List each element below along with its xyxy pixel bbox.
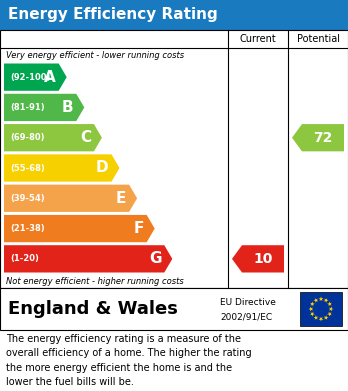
Polygon shape [310,301,315,306]
Polygon shape [292,124,344,151]
Text: C: C [80,130,91,145]
Polygon shape [4,185,137,212]
Text: (39-54): (39-54) [10,194,45,203]
Polygon shape [327,301,332,306]
Text: (81-91): (81-91) [10,103,45,112]
Text: B: B [62,100,73,115]
Polygon shape [4,124,102,151]
Polygon shape [324,298,329,303]
Text: (1-20): (1-20) [10,255,39,264]
Text: F: F [133,221,144,236]
Bar [0,288,348,330]
Text: (55-68): (55-68) [10,163,45,172]
Text: (69-80): (69-80) [10,133,45,142]
Text: D: D [96,160,109,176]
Polygon shape [4,154,119,182]
Text: 10: 10 [253,252,273,266]
Text: England & Wales: England & Wales [8,300,178,318]
Bar [300,292,342,326]
Text: Current: Current [240,34,276,44]
Polygon shape [324,315,329,320]
Text: 2002/91/EC: 2002/91/EC [220,313,272,322]
Polygon shape [4,245,172,273]
Text: E: E [116,191,126,206]
Text: Potential: Potential [296,34,340,44]
Text: Very energy efficient - lower running costs: Very energy efficient - lower running co… [6,50,184,59]
Polygon shape [4,63,67,91]
Text: A: A [44,70,56,84]
Text: G: G [149,251,161,266]
Text: The energy efficiency rating is a measure of the
overall efficiency of a home. T: The energy efficiency rating is a measur… [6,334,252,387]
Polygon shape [314,298,318,303]
Text: EU Directive: EU Directive [220,298,276,307]
Polygon shape [319,296,323,301]
Polygon shape [327,312,332,316]
Polygon shape [329,307,333,311]
Text: 72: 72 [313,131,333,145]
Polygon shape [308,307,313,311]
Text: (92-100): (92-100) [10,73,50,82]
Bar [0,30,348,288]
Polygon shape [314,315,318,320]
Text: Energy Efficiency Rating: Energy Efficiency Rating [8,7,218,23]
Polygon shape [232,245,284,273]
Polygon shape [310,312,315,316]
Text: (21-38): (21-38) [10,224,45,233]
Bar [0,0,348,30]
Polygon shape [319,317,323,321]
Polygon shape [4,94,84,121]
Polygon shape [4,215,155,242]
Text: Not energy efficient - higher running costs: Not energy efficient - higher running co… [6,276,184,285]
